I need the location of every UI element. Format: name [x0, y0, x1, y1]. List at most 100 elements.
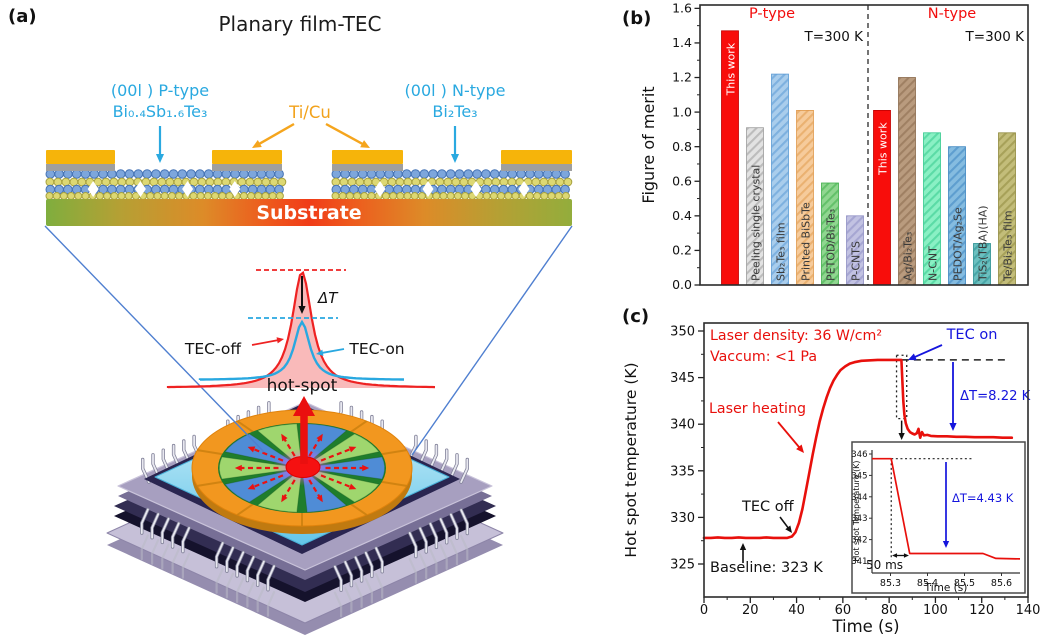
package-pin — [161, 517, 170, 544]
package-pin — [141, 458, 150, 483]
film-atom — [419, 169, 430, 179]
package-pin-shadow — [375, 573, 384, 599]
vacuum-annotation: Vaccum: <1 Pa — [710, 349, 817, 365]
film-atom — [451, 177, 461, 187]
inset-temperature-curve — [872, 457, 1021, 560]
package-pin-shadow — [161, 543, 170, 570]
film-atom — [237, 177, 247, 187]
bar-label: N-CNT — [927, 246, 940, 281]
film-atom — [168, 169, 179, 179]
temperature-profile-tec-off-fill — [168, 272, 435, 388]
bar-label: Sb₂Te₃ film — [775, 222, 788, 281]
ring-segment-gap — [350, 503, 368, 516]
electrodes — [46, 150, 572, 171]
adhesion-layer — [332, 164, 403, 171]
inset-y-axis-title: Hot spot Temperature (K) — [852, 460, 861, 561]
tec-on-pointer-arrow — [321, 348, 345, 354]
film-atom — [339, 177, 349, 187]
adhesion-layer — [212, 164, 282, 171]
big-heat-arrow-head — [293, 396, 315, 416]
heat-flow-arrow-head — [316, 433, 323, 442]
film-atom — [491, 177, 501, 187]
film-atom — [95, 192, 104, 200]
film-atom — [67, 192, 76, 200]
temperature-note: T=300 K — [965, 29, 1026, 45]
grain-boundary — [134, 181, 146, 197]
heat-flow-arrow-head — [348, 483, 357, 490]
film-atom — [396, 192, 405, 200]
ring-segment-gap — [380, 449, 407, 456]
package-pin — [344, 561, 353, 587]
baseline-annotation: Baseline: 323 K — [710, 560, 823, 576]
delta-t-arrow-head — [949, 423, 957, 431]
film-atom — [173, 177, 183, 187]
grain-boundary — [182, 181, 194, 197]
film-atom — [345, 192, 354, 200]
grain-boundary — [374, 181, 386, 197]
group-header-p-type: P-type — [749, 6, 795, 22]
x-axis-title: Time (s) — [831, 617, 899, 636]
package-pin — [334, 565, 342, 592]
film-atom — [52, 192, 61, 200]
y-axis-title: Hot spot temperature (K) — [622, 362, 640, 557]
film-atom — [151, 169, 161, 179]
tec-on-pointer-arrow-head — [316, 349, 324, 356]
gold-electrode — [332, 150, 403, 164]
film-atom — [504, 192, 513, 200]
film-atom — [410, 192, 419, 200]
heat-flow-arrow-head — [247, 483, 256, 490]
film-atom — [254, 192, 263, 200]
package-pin — [364, 551, 373, 578]
schematic-title: Planary film-TEC — [218, 12, 381, 36]
substrate-label: Substrate — [256, 202, 361, 224]
plot-frame — [703, 322, 1029, 598]
package-pin — [439, 518, 448, 544]
ring-segment-gap — [236, 420, 254, 433]
temperature-profile-tec-off — [166, 270, 436, 389]
bar-label: P-CNTS — [850, 241, 863, 281]
film-atoms — [45, 169, 573, 200]
inset-y-tick-label: 342 — [851, 536, 867, 546]
y-axis-tick-label: 1.4 — [672, 35, 692, 50]
bar-label: PETOD/Bi₂Te₃ — [825, 209, 838, 281]
grain-boundary — [422, 181, 434, 197]
inset-x-tick-label: 85.5 — [954, 578, 975, 589]
film-atom — [525, 192, 534, 200]
gold-electrode — [212, 150, 282, 164]
panel-a-arrows — [155, 122, 460, 356]
package-pin — [246, 556, 255, 582]
bar-label: Ag/Bi₂Te₃ — [902, 232, 915, 281]
drop-duration-arrow-head — [903, 553, 909, 558]
bar-label: This work — [877, 122, 890, 176]
x-axis-tick-label: 80 — [881, 603, 898, 618]
tec-off-label: TEC-off — [184, 340, 241, 358]
y-axis-title: Figure of merit — [639, 86, 658, 203]
tec-off-arrow-head — [785, 525, 792, 533]
film-atom — [459, 177, 469, 187]
plot-frame — [699, 4, 1029, 286]
heat-flow-arrow-head — [362, 464, 370, 472]
film-atom — [175, 192, 184, 200]
package-pin-shadow — [181, 552, 191, 579]
inset-y-tick-label: 345 — [851, 471, 867, 481]
heat-flow-arrow-head — [234, 464, 242, 472]
package-pin — [460, 509, 469, 535]
film-atom — [381, 192, 390, 200]
baseline-arrow-head — [739, 543, 747, 550]
x-axis-tick-label: 40 — [788, 603, 805, 618]
film-atom — [437, 169, 447, 179]
film-atom — [159, 169, 170, 179]
grain-boundary — [518, 181, 530, 197]
film-atom — [133, 169, 144, 179]
package-pin — [171, 522, 180, 548]
film-atom — [445, 169, 456, 179]
film-atom — [446, 192, 455, 200]
hot-spot-temperature-chart: 325 330 335 340 345 350 0 20 40 60 80 100 120 140 Hot … — [622, 322, 1040, 636]
y-axis-tick-label: 330 — [670, 511, 695, 526]
film-atom — [489, 192, 498, 200]
electrode-pointer-arrow-head — [252, 140, 262, 148]
x-axis-tick-label: 100 — [923, 603, 948, 618]
zoom-guide-lines — [44, 225, 573, 456]
laser-heating-arrow — [777, 421, 801, 449]
